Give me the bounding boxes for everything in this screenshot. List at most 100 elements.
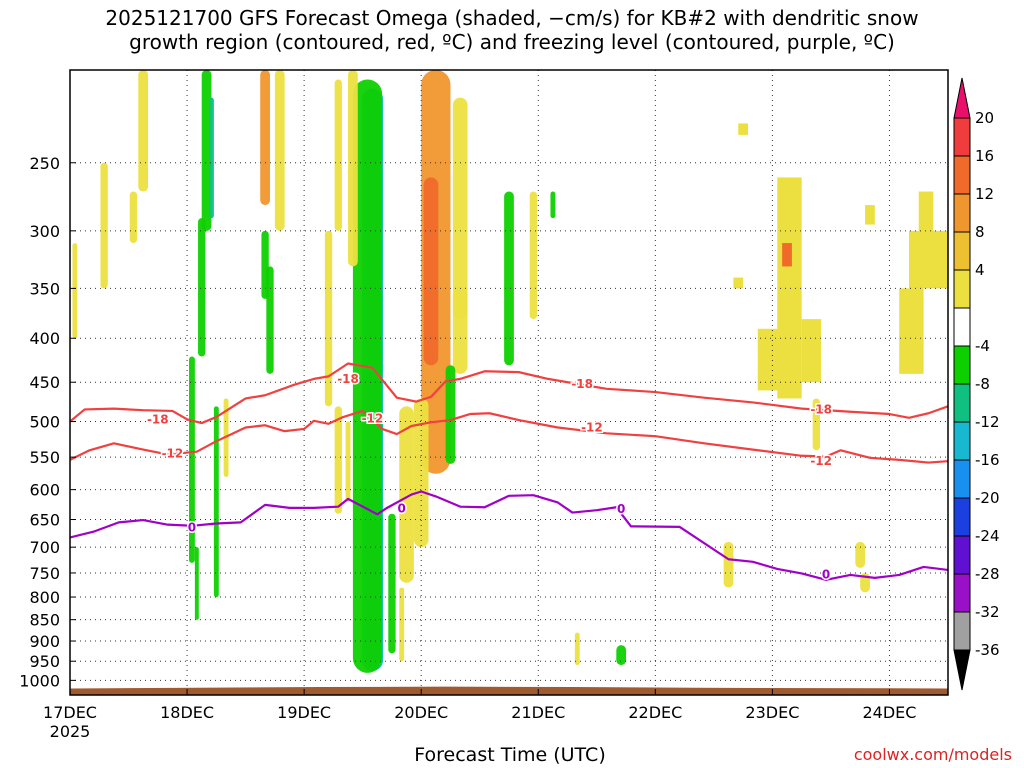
- x-tick-label: 18DEC: [160, 703, 214, 722]
- contour--18: [70, 362, 948, 425]
- omega-streak: [423, 177, 439, 366]
- y-axis-ticks: 250 300 350 400 450 500 550 600 650 700 750 800 850 9…: [19, 154, 76, 690]
- omega-streak: [324, 230, 333, 407]
- omega-streak: [334, 406, 342, 514]
- y-tick-label: 400: [29, 329, 60, 348]
- omega-streak: [348, 70, 358, 267]
- colorbar-label: 8: [975, 223, 985, 241]
- colorbar-label: -20: [975, 489, 1000, 507]
- colorbar-label: -4: [975, 337, 990, 355]
- omega-streak: [399, 587, 405, 662]
- contour-label: 0: [398, 501, 406, 515]
- omega-streak: [452, 97, 468, 320]
- y-tick-label: 900: [29, 632, 60, 651]
- omega-streak: [100, 162, 108, 289]
- contour-0: [70, 490, 948, 581]
- contour-label: -18: [571, 377, 593, 391]
- omega-streak: [260, 70, 270, 206]
- omega-streak: [129, 191, 138, 244]
- omega-streak: [812, 398, 820, 451]
- x-axis-label: Forecast Time (UTC): [414, 744, 606, 766]
- omega-streak: [399, 406, 414, 583]
- x-axis-ticks: 17DEC 18DEC 19DEC 20DEC 21DEC 22DEC 23DEC 24DEC…: [43, 689, 916, 741]
- y-tick-label: 550: [29, 448, 60, 467]
- colorbar-swatch: [953, 573, 971, 613]
- colorbar-swatch: [953, 193, 971, 233]
- omega-streak: [189, 356, 195, 563]
- omega-streak: [194, 547, 199, 620]
- grid-lines: [70, 70, 948, 695]
- terrain-fill: [70, 686, 948, 695]
- colorbar-label: -16: [975, 451, 1000, 469]
- credit-link[interactable]: coolwx.com/models: [853, 745, 1012, 764]
- x-tick-label: 22DEC: [628, 703, 682, 722]
- y-tick-label: 800: [29, 588, 60, 607]
- colorbar-label: 12: [975, 185, 994, 203]
- title-line-1: 2025121700 GFS Forecast Omega (shaded, −…: [105, 6, 919, 30]
- omega-streak: [266, 266, 274, 374]
- omega-patch: [782, 243, 792, 267]
- colorbar-swatch: [953, 535, 971, 575]
- title-line-2: growth region (contoured, red, ºC) and f…: [129, 30, 895, 54]
- omega-shading: [72, 70, 948, 673]
- omega-patch: [899, 288, 924, 374]
- y-tick-label: 750: [29, 564, 60, 583]
- omega-streak: [345, 421, 351, 502]
- terrain-layer: [70, 686, 948, 695]
- omega-streak: [616, 645, 627, 666]
- omega-streak: [213, 406, 219, 598]
- x-tick-label: 17DEC: [43, 703, 97, 722]
- omega-patch: [801, 319, 822, 383]
- colorbar-swatch: [953, 307, 971, 347]
- omega-streak: [352, 79, 383, 673]
- y-tick-label: 600: [29, 481, 60, 500]
- y-tick-label: 700: [29, 538, 60, 557]
- contour-label: 0: [188, 520, 196, 534]
- omega-streak: [445, 365, 456, 464]
- colorbar-swatch: [953, 611, 971, 651]
- contour-label: -12: [581, 420, 603, 434]
- colorbar-swatch: [953, 269, 971, 309]
- y-tick-label: 850: [29, 611, 60, 630]
- colorbar-swatch: [953, 497, 971, 537]
- omega-streak: [504, 191, 514, 366]
- x-tick-label: 21DEC: [511, 703, 565, 722]
- omega-streak: [452, 288, 468, 374]
- colorbar-swatch: [953, 459, 971, 499]
- omega-streak: [723, 541, 734, 588]
- omega-streak: [138, 70, 149, 192]
- contour-lines: [70, 362, 948, 581]
- colorbar-label: -8: [975, 375, 990, 393]
- omega-streak: [574, 632, 580, 666]
- contour-label: -18: [337, 372, 359, 386]
- colorbar-label: -28: [975, 565, 1000, 583]
- contour-label: -18: [810, 402, 832, 416]
- contour-label: 0: [617, 502, 625, 516]
- colorbar-label: -36: [975, 641, 1000, 659]
- colorbar-top-arrow: [953, 77, 971, 119]
- x-year-label: 2025: [50, 722, 91, 741]
- omega-streak: [198, 218, 206, 357]
- y-tick-label: 300: [29, 222, 60, 241]
- omega-streak: [388, 513, 396, 654]
- omega-streak: [72, 243, 78, 339]
- omega-streak: [855, 541, 866, 568]
- colorbar-swatch: [953, 155, 971, 195]
- colorbar-swatch: [953, 345, 971, 385]
- contour-label: -18: [147, 412, 169, 426]
- y-tick-label: 950: [29, 652, 60, 671]
- y-tick-label: 450: [29, 373, 60, 392]
- colorbar-label: -32: [975, 603, 1000, 621]
- colorbar-swatch: [953, 231, 971, 271]
- omega-patch: [757, 328, 783, 391]
- x-tick-label: 20DEC: [394, 703, 448, 722]
- y-tick-label: 650: [29, 511, 60, 530]
- colorbar-label: 4: [975, 261, 985, 279]
- colorbar-bottom-arrow: [953, 649, 971, 691]
- omega-streak: [274, 70, 285, 231]
- x-tick-label: 19DEC: [277, 703, 331, 722]
- omega-streak: [209, 97, 214, 219]
- colorbar: 20 16 12 8 4 -4 -8 -12 -16 -20 -24 -28 -32 -36: [953, 77, 1000, 691]
- omega-patch: [738, 123, 749, 135]
